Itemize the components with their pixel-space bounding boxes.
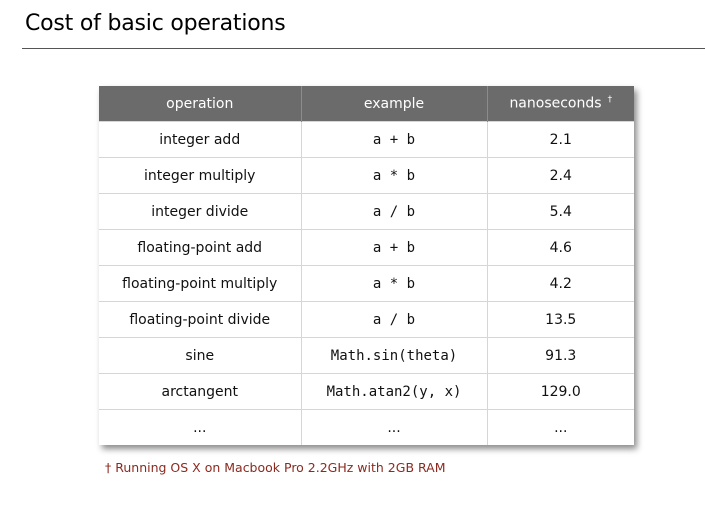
footnote: † Running OS X on Macbook Pro 2.2GHz wit…	[105, 460, 446, 475]
operation-cell: arctangent	[99, 373, 302, 410]
operation-cell: integer divide	[99, 193, 302, 230]
title-divider	[22, 48, 705, 49]
column-header-example: example	[301, 86, 488, 122]
table-row: floating-point add a + b 4.6	[99, 229, 634, 266]
nanoseconds-cell: 2.4	[487, 157, 634, 194]
nanoseconds-cell: 129.0	[487, 373, 634, 410]
table-row: arctangent Math.atan2(y, x) 129.0	[99, 373, 634, 410]
nanoseconds-cell: 4.2	[487, 265, 634, 302]
table-row: floating-point multiply a * b 4.2	[99, 265, 634, 302]
operation-cell: integer add	[99, 121, 302, 158]
nanoseconds-cell: 5.4	[487, 193, 634, 230]
operation-cell: integer multiply	[99, 157, 302, 194]
table-row: integer divide a / b 5.4	[99, 193, 634, 230]
example-cell: Math.sin(theta)	[301, 337, 488, 374]
nanoseconds-cell: 91.3	[487, 337, 634, 374]
example-cell: a / b	[301, 301, 488, 338]
example-cell: a + b	[301, 229, 488, 266]
column-header-nanoseconds: nanoseconds †	[487, 86, 634, 122]
page-title: Cost of basic operations	[25, 11, 286, 36]
operations-table: operation example nanoseconds † integer a…	[99, 86, 634, 445]
operation-cell: floating-point divide	[99, 301, 302, 338]
example-cell: a / b	[301, 193, 488, 230]
example-cell: a * b	[301, 157, 488, 194]
operation-cell: floating-point multiply	[99, 265, 302, 302]
example-cell: Math.atan2(y, x)	[301, 373, 488, 410]
example-cell: a + b	[301, 121, 488, 158]
column-header-operation: operation	[99, 86, 302, 122]
table-row: integer multiply a * b 2.4	[99, 157, 634, 194]
nanoseconds-cell: ...	[487, 409, 634, 445]
operation-cell: sine	[99, 337, 302, 374]
operation-cell: ...	[99, 409, 302, 445]
table-row: ... ... ...	[99, 409, 634, 445]
nanoseconds-cell: 2.1	[487, 121, 634, 158]
table-row: integer add a + b 2.1	[99, 121, 634, 158]
nanoseconds-cell: 4.6	[487, 229, 634, 266]
table-header-row: operation example nanoseconds †	[99, 86, 634, 122]
operations-table-container: operation example nanoseconds † integer a…	[99, 86, 634, 445]
column-header-nanoseconds-label: nanoseconds	[509, 95, 602, 112]
example-cell: ...	[301, 409, 488, 445]
table-row: floating-point divide a / b 13.5	[99, 301, 634, 338]
dagger-mark: †	[607, 95, 613, 106]
operation-cell: floating-point add	[99, 229, 302, 266]
table-row: sine Math.sin(theta) 91.3	[99, 337, 634, 374]
example-cell: a * b	[301, 265, 488, 302]
nanoseconds-cell: 13.5	[487, 301, 634, 338]
